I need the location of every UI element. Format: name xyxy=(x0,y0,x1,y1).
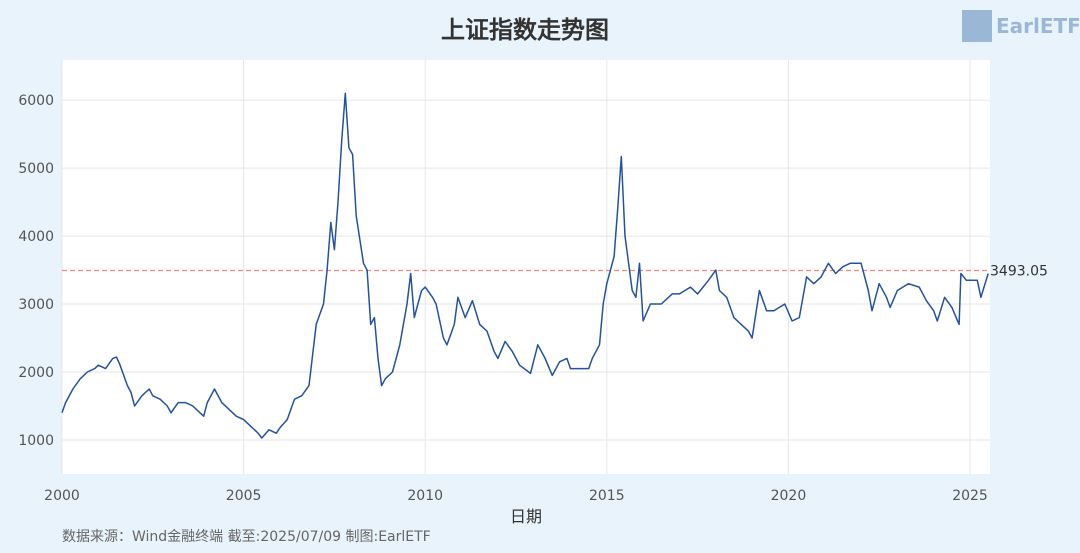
chart-title: 上证指数走势图 xyxy=(441,16,609,44)
y-tick-label: 2000 xyxy=(18,365,54,381)
y-tick-label: 4000 xyxy=(18,229,54,245)
y-tick-label: 5000 xyxy=(18,161,54,177)
reference-label: 3493.05 xyxy=(990,264,1048,280)
x-tick-label: 2020 xyxy=(771,488,807,504)
plot-area xyxy=(62,60,990,474)
y-tick-label: 1000 xyxy=(18,433,54,449)
line-series xyxy=(61,92,989,439)
x-axis-label: 日期 xyxy=(510,507,542,526)
source-note: 数据来源：Wind金融终端 截至:2025/07/09 制图:EarlETF xyxy=(62,529,431,545)
x-tick-label: 2000 xyxy=(44,488,80,504)
x-tick-label: 2005 xyxy=(226,488,262,504)
x-tick-label: 2015 xyxy=(589,488,625,504)
x-tick-label: 2010 xyxy=(407,488,443,504)
logo-icon xyxy=(962,10,992,42)
y-tick-label: 6000 xyxy=(18,93,54,109)
logo-text: EarlETF xyxy=(996,14,1080,38)
y-tick-label: 3000 xyxy=(18,297,54,313)
x-tick-label: 2025 xyxy=(952,488,988,504)
